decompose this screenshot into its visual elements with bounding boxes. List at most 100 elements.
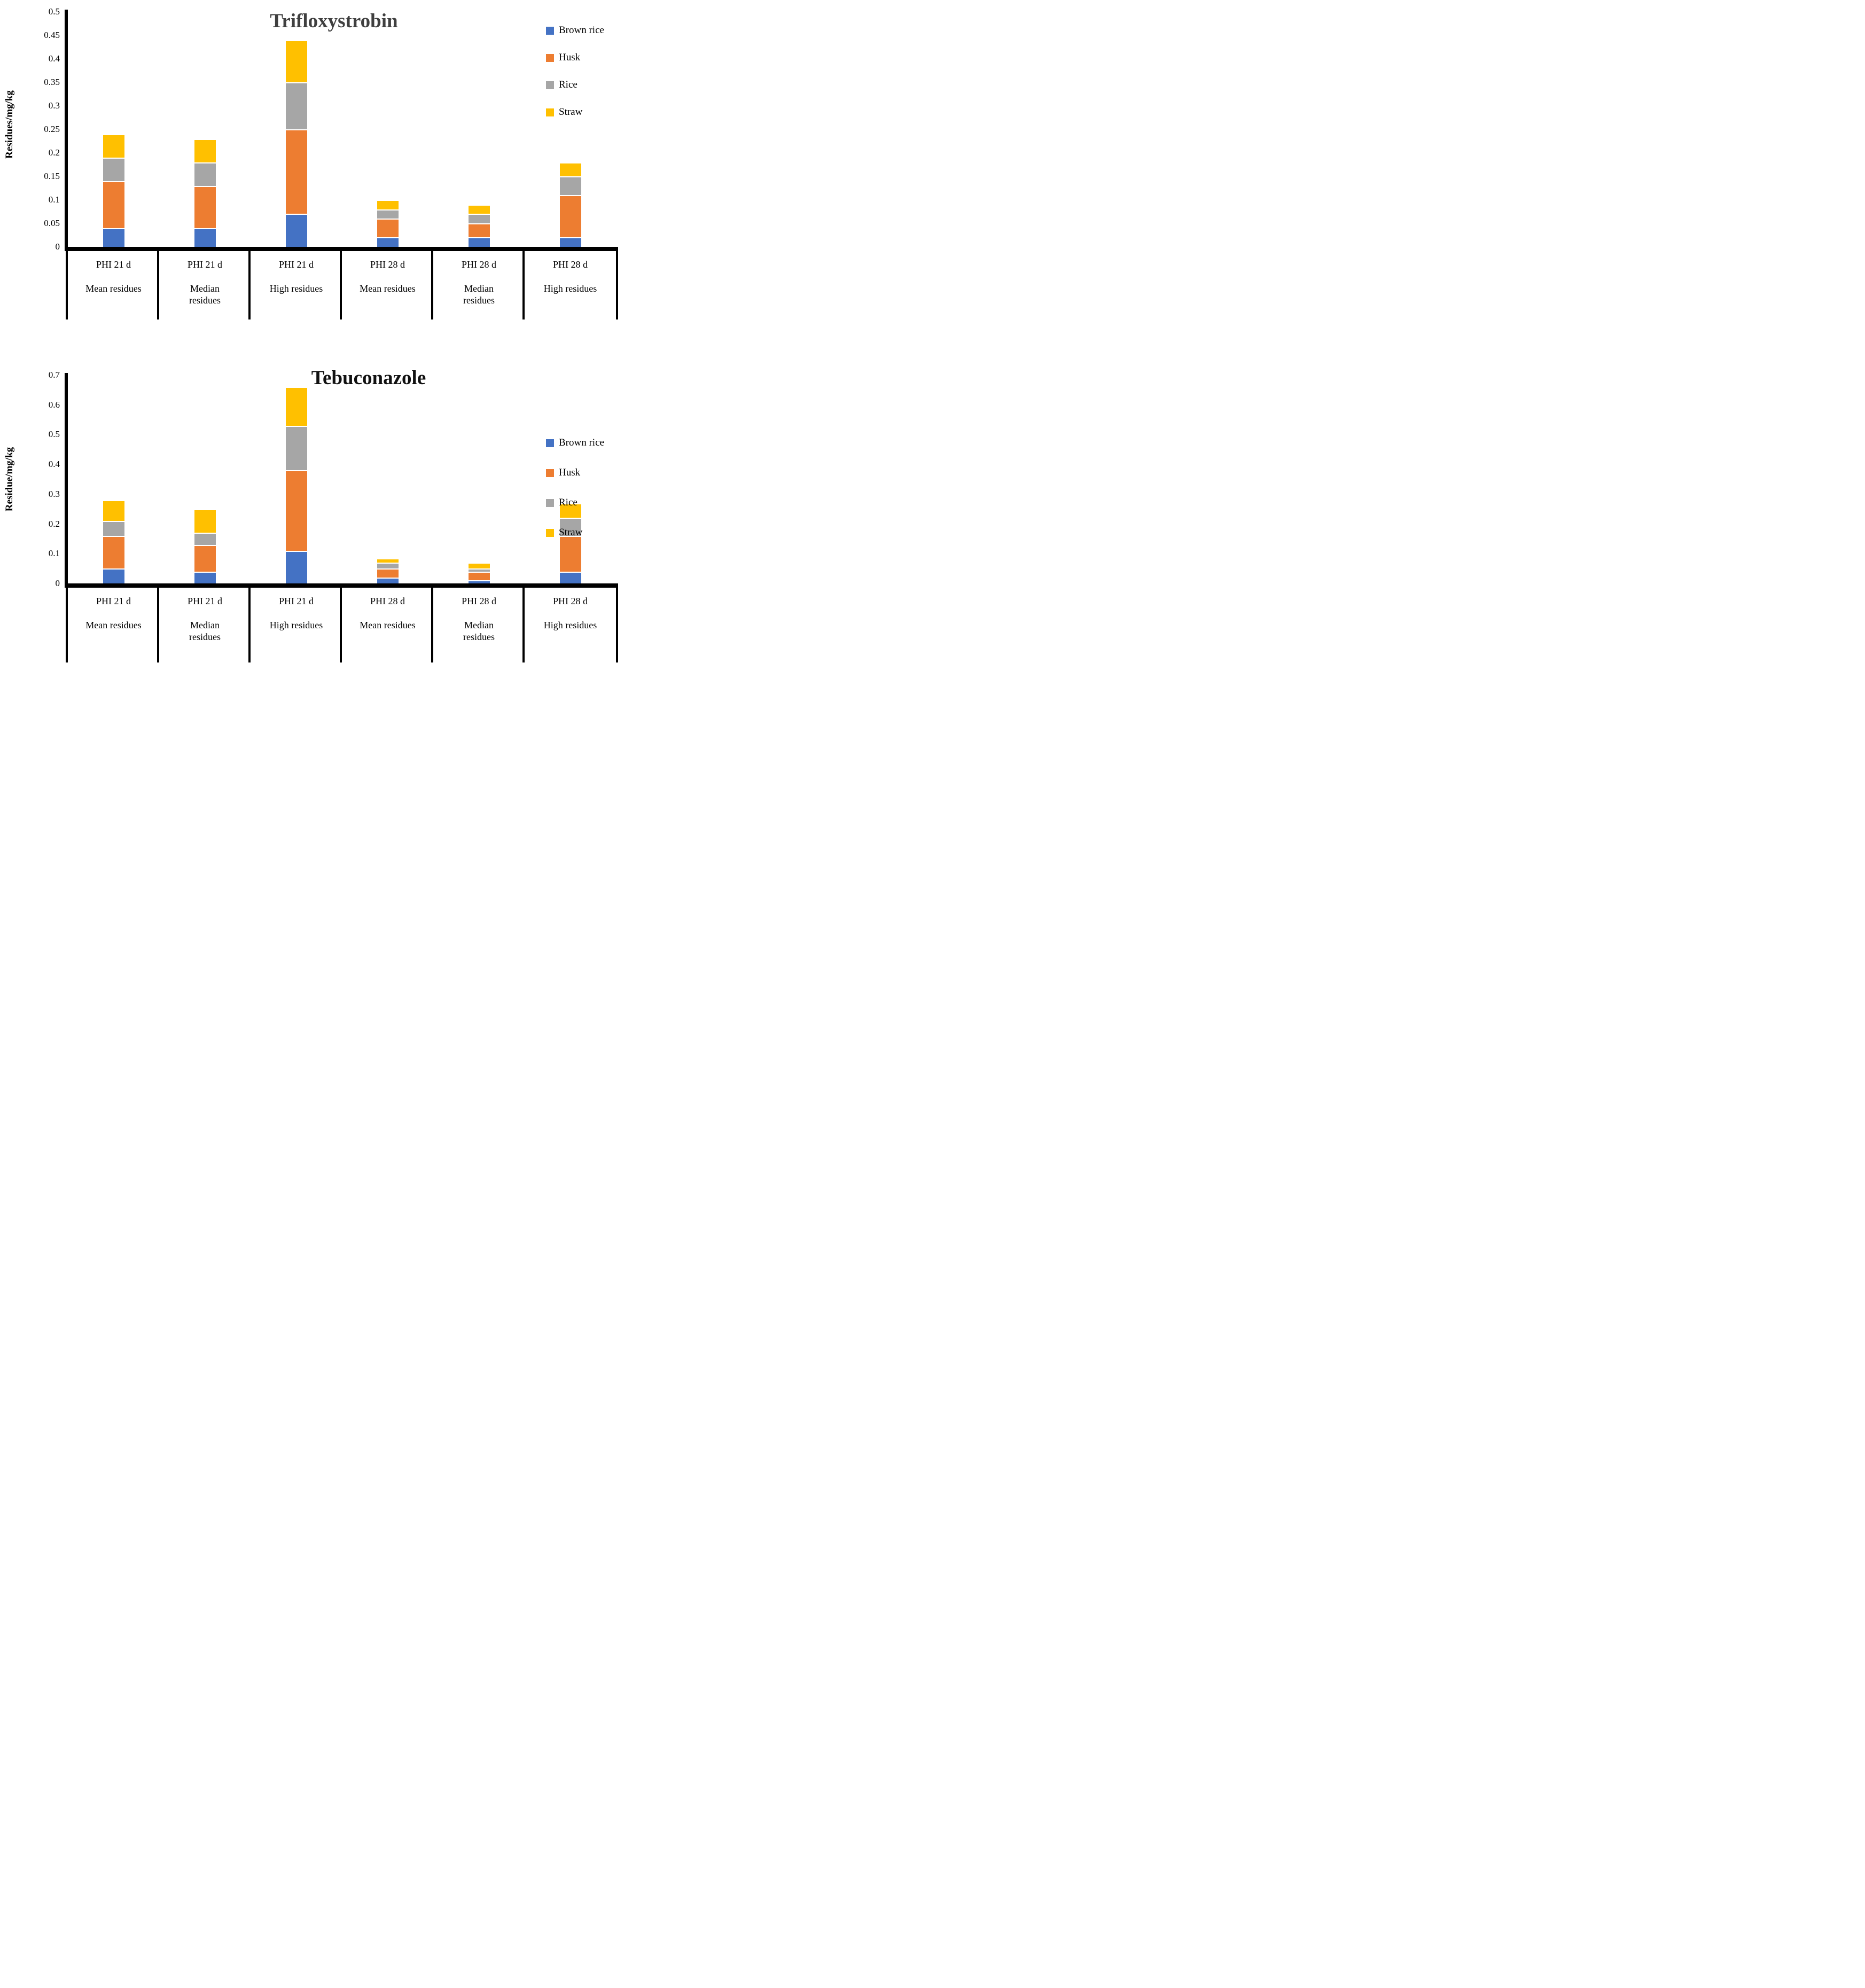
y-tick-label: 0.5 bbox=[48, 429, 60, 440]
legend-swatch-icon bbox=[546, 26, 554, 35]
legend-swatch-icon bbox=[546, 439, 554, 447]
legend: Brown rice Husk Rice Straw bbox=[546, 437, 604, 539]
y-tick-label: 0.3 bbox=[48, 488, 60, 499]
category-line-phi: PHI 28 d bbox=[370, 596, 405, 606]
legend-item-rice: Rice bbox=[546, 79, 604, 91]
category-line-phi: PHI 28 d bbox=[461, 259, 496, 270]
bar-segment-straw bbox=[559, 163, 581, 176]
bar-segment-rice bbox=[103, 522, 124, 536]
y-tick-label: 0.5 bbox=[48, 6, 60, 17]
y-tick-label: 0.05 bbox=[44, 218, 60, 228]
category-line-phi: PHI 28 d bbox=[370, 259, 405, 270]
y-axis-line bbox=[65, 373, 68, 588]
legend-item-straw: Straw bbox=[546, 527, 604, 539]
bar-segment-straw bbox=[468, 564, 490, 569]
category-divider bbox=[522, 247, 525, 319]
y-tick-label: 0.6 bbox=[48, 399, 60, 410]
bar-segment-husk bbox=[103, 536, 124, 569]
y-tick-label: 0.3 bbox=[48, 100, 60, 111]
category-line-phi: PHI 21 d bbox=[96, 596, 131, 606]
legend-swatch-icon bbox=[546, 81, 554, 89]
bar-segment-brown-rice bbox=[285, 551, 307, 583]
category-divider bbox=[340, 583, 342, 662]
category-label: PHI 21 d Mean residues bbox=[68, 251, 159, 294]
category-divider bbox=[431, 247, 433, 319]
bar-segment-straw bbox=[103, 135, 124, 158]
bar-segment-straw bbox=[377, 559, 399, 563]
category-line-phi: PHI 21 d bbox=[96, 259, 131, 270]
bar-segment-rice bbox=[468, 215, 490, 223]
y-tick-label: 0 bbox=[55, 578, 60, 588]
category-label: PHI 28 d High residues bbox=[525, 251, 616, 294]
y-axis-label: Residue/mg/kg bbox=[4, 447, 15, 512]
legend-item-brown-rice: Brown rice bbox=[546, 437, 604, 449]
bar-segment-husk bbox=[285, 130, 307, 214]
category-line-stat: Median bbox=[464, 283, 494, 294]
category-label: PHI 21 d High residues bbox=[251, 588, 342, 631]
category-divider bbox=[157, 247, 159, 319]
bar-segment-rice bbox=[559, 177, 581, 196]
bar-segment-brown-rice bbox=[377, 578, 399, 583]
category-line-stat: Mean residues bbox=[85, 283, 142, 294]
bar-segment-rice bbox=[194, 534, 216, 545]
bar-segment-husk bbox=[377, 220, 399, 238]
y-tick-label: 0.45 bbox=[44, 30, 60, 40]
figure-stacked-residue-charts: Trifloxystrobin Residues/mg/kg 0.5 0.45 0.… bbox=[0, 0, 622, 662]
legend-label: Rice bbox=[559, 79, 578, 90]
bar-segment-straw bbox=[377, 201, 399, 209]
category-line-stat: Mean residues bbox=[360, 619, 416, 630]
bar-segment-straw bbox=[103, 501, 124, 521]
bar-segment-brown-rice bbox=[285, 215, 307, 247]
bar-segment-husk bbox=[285, 471, 307, 551]
legend-swatch-icon bbox=[546, 498, 554, 507]
y-tick-label: 0.15 bbox=[44, 171, 60, 181]
legend-label: Rice bbox=[559, 497, 578, 508]
category-line-stat: High residues bbox=[543, 283, 597, 294]
category-line-phi: PHI 21 d bbox=[187, 259, 222, 270]
legend-item-husk: Husk bbox=[546, 52, 604, 64]
bar-segment-rice bbox=[559, 519, 581, 536]
legend-label: Brown rice bbox=[559, 437, 604, 448]
bar-segment-brown-rice bbox=[103, 570, 124, 583]
category-line-stat: Median bbox=[190, 283, 220, 294]
category-divider bbox=[431, 583, 433, 662]
y-tick-label: 0.4 bbox=[48, 53, 60, 64]
bar-segment-rice bbox=[285, 426, 307, 471]
bar-segment-husk bbox=[468, 572, 490, 581]
category-line-phi: PHI 28 d bbox=[552, 596, 588, 606]
bar-segment-straw bbox=[194, 510, 216, 533]
legend-swatch-icon bbox=[546, 528, 554, 537]
category-label: PHI 21 d High residues bbox=[251, 251, 342, 294]
legend-label: Straw bbox=[559, 106, 583, 118]
y-tick-label: 0.1 bbox=[48, 194, 60, 205]
bar-segment-brown-rice bbox=[377, 238, 399, 247]
legend-item-husk: Husk bbox=[546, 467, 604, 479]
category-line-stat: High residues bbox=[269, 283, 323, 294]
bar-segment-rice bbox=[194, 163, 216, 186]
bar-segment-husk bbox=[468, 224, 490, 238]
legend-label: Husk bbox=[559, 52, 581, 63]
category-divider bbox=[522, 583, 525, 662]
category-line-stat: residues bbox=[463, 295, 495, 306]
category-label: PHI 28 d Median residues bbox=[433, 588, 525, 643]
y-tick-label: 0.25 bbox=[44, 124, 60, 134]
legend-swatch-icon bbox=[546, 469, 554, 477]
category-line-phi: PHI 21 d bbox=[278, 259, 314, 270]
bar-segment-brown-rice bbox=[468, 238, 490, 247]
category-line-stat: High residues bbox=[543, 619, 597, 630]
category-divider bbox=[340, 247, 342, 319]
bar-segment-rice bbox=[103, 158, 124, 181]
bar-segment-rice bbox=[377, 564, 399, 569]
category-line-phi: PHI 28 d bbox=[461, 596, 496, 606]
chart-trifloxystrobin: Trifloxystrobin Residues/mg/kg 0.5 0.45 0.… bbox=[0, 0, 622, 327]
category-label: PHI 28 d Mean residues bbox=[342, 588, 433, 631]
bar-segment-husk bbox=[194, 186, 216, 228]
category-label: PHI 28 d Median residues bbox=[433, 251, 525, 307]
category-line-phi: PHI 21 d bbox=[187, 596, 222, 606]
bar-segment-brown-rice bbox=[559, 238, 581, 247]
legend-swatch-icon bbox=[546, 53, 554, 62]
category-line-phi: PHI 28 d bbox=[552, 259, 588, 270]
category-divider bbox=[616, 583, 618, 662]
bar-segment-rice bbox=[285, 83, 307, 129]
y-tick-label: 0.2 bbox=[48, 518, 60, 529]
